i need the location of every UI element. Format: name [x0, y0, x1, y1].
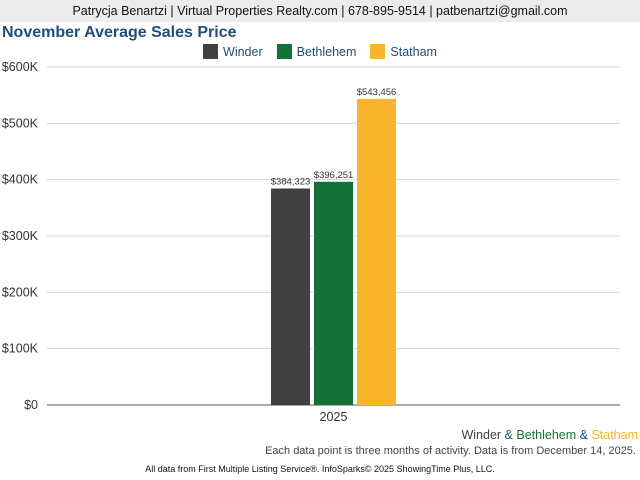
- footer-sep-1: &: [501, 428, 517, 442]
- legend-label-bethlehem: Bethlehem: [296, 44, 357, 59]
- footer-series-line: Winder & Bethlehem & Statham: [461, 428, 638, 442]
- footer-series-winder: Winder: [461, 428, 502, 442]
- legend-swatch-bethlehem: [276, 44, 292, 59]
- y-tick-label: $500K: [2, 116, 39, 130]
- bars: $384,323$396,251 $543,456: [271, 87, 397, 405]
- chart-legend: Winder Bethlehem Statham: [0, 44, 640, 59]
- header-contact-text: Patrycja Benartzi | Virtual Properties R…: [72, 4, 568, 18]
- x-tick-label: 2025: [320, 410, 348, 424]
- y-tick-label: $600K: [2, 60, 39, 74]
- data-label-winder: $384,323: [271, 176, 311, 187]
- legend-item-bethlehem[interactable]: Bethlehem: [276, 44, 357, 59]
- header-contact-bar: Patrycja Benartzi | Virtual Properties R…: [0, 0, 640, 22]
- footer-series-statham: Statham: [591, 428, 638, 442]
- data-label-bethlehem: $396,251: [314, 170, 354, 181]
- y-axis-tick-labels: $0 $100K $200K $300K $400K $500K $600K: [2, 60, 39, 412]
- x-axis-tick-labels: 2025: [320, 410, 348, 424]
- legend-swatch-statham: [370, 44, 386, 59]
- bar-bethlehem[interactable]: [314, 181, 353, 405]
- y-tick-label: $400K: [2, 173, 39, 187]
- chart-title: November Average Sales Price: [2, 24, 237, 41]
- footer-source: All data from First Multiple Listing Ser…: [145, 464, 495, 474]
- y-tick-label: $0: [24, 398, 38, 412]
- legend-label-winder: Winder: [223, 44, 263, 59]
- bar-winder[interactable]: [271, 188, 310, 405]
- y-tick-label: $200K: [2, 285, 39, 299]
- footer-sep-2: &: [576, 428, 592, 442]
- y-tick-label: $100K: [2, 342, 39, 356]
- footer-series-bethlehem: Bethlehem: [516, 428, 577, 442]
- legend-item-statham[interactable]: Statham: [370, 44, 437, 59]
- legend-label-statham: Statham: [390, 44, 437, 59]
- data-label-statham: $543,456: [357, 87, 397, 98]
- legend-swatch-winder: [203, 44, 219, 59]
- footer-note: Each data point is three months of activ…: [265, 445, 636, 457]
- legend-item-winder[interactable]: Winder: [203, 44, 263, 59]
- y-tick-label: $300K: [2, 229, 39, 243]
- bar-statham[interactable]: [357, 98, 396, 405]
